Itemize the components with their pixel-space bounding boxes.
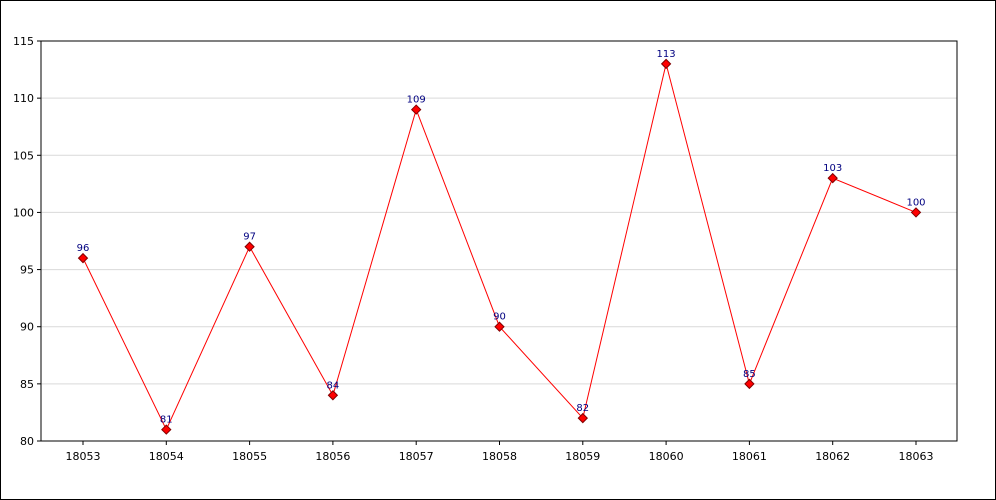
x-tick-label: 18060	[649, 450, 684, 463]
x-tick-label: 18058	[482, 450, 517, 463]
data-point	[410, 104, 422, 115]
data-point	[77, 252, 89, 264]
data-point	[494, 321, 505, 332]
data-point	[327, 390, 339, 401]
x-tick-label: 18053	[66, 450, 101, 463]
y-tick-label: 100	[13, 206, 34, 219]
data-label: 82	[576, 403, 589, 414]
y-tick-label: 80	[20, 435, 34, 448]
x-tick-label: 18062	[815, 450, 850, 463]
series: 96 81 97 84 109 90 82 113 85 103 100	[77, 49, 926, 435]
y-tick-label: 85	[20, 378, 34, 391]
y-tick-label: 105	[13, 149, 34, 162]
data-point	[827, 172, 838, 184]
y-tick-label: 110	[13, 92, 34, 105]
data-label: 90	[493, 312, 506, 323]
data-label: 109	[407, 95, 426, 106]
x-tick-label: 18057	[399, 450, 434, 463]
data-label: 97	[243, 232, 256, 243]
x-axis: 18053 18054 18055 18056 18057 18058 18059 18060…	[66, 441, 934, 463]
y-tick-label: 90	[20, 321, 34, 334]
y-axis: 80 85 90 95 100 105 110 115	[13, 35, 41, 448]
x-tick-label: 18061	[732, 450, 767, 463]
series-line	[82, 63, 917, 431]
x-tick-label: 18054	[149, 450, 184, 463]
gridlines	[41, 97, 957, 385]
data-label: 81	[160, 415, 173, 426]
data-label: 84	[327, 380, 340, 391]
data-point	[660, 58, 672, 70]
x-tick-label: 18056	[315, 450, 350, 463]
x-tick-label: 18055	[232, 450, 267, 463]
data-point	[244, 241, 255, 252]
data-point	[744, 378, 755, 390]
data-point	[161, 424, 172, 435]
data-label: 85	[743, 369, 756, 380]
y-tick-label: 115	[13, 35, 34, 48]
data-label: 103	[823, 163, 842, 174]
data-label: 100	[906, 197, 925, 208]
data-label: 96	[77, 243, 90, 254]
x-tick-label: 18063	[899, 450, 934, 463]
x-tick-label: 18059	[565, 450, 600, 463]
data-point	[910, 207, 922, 218]
data-point	[577, 412, 589, 424]
data-label: 113	[657, 49, 676, 60]
plot-area	[40, 40, 958, 442]
y-tick-label: 95	[20, 264, 34, 277]
